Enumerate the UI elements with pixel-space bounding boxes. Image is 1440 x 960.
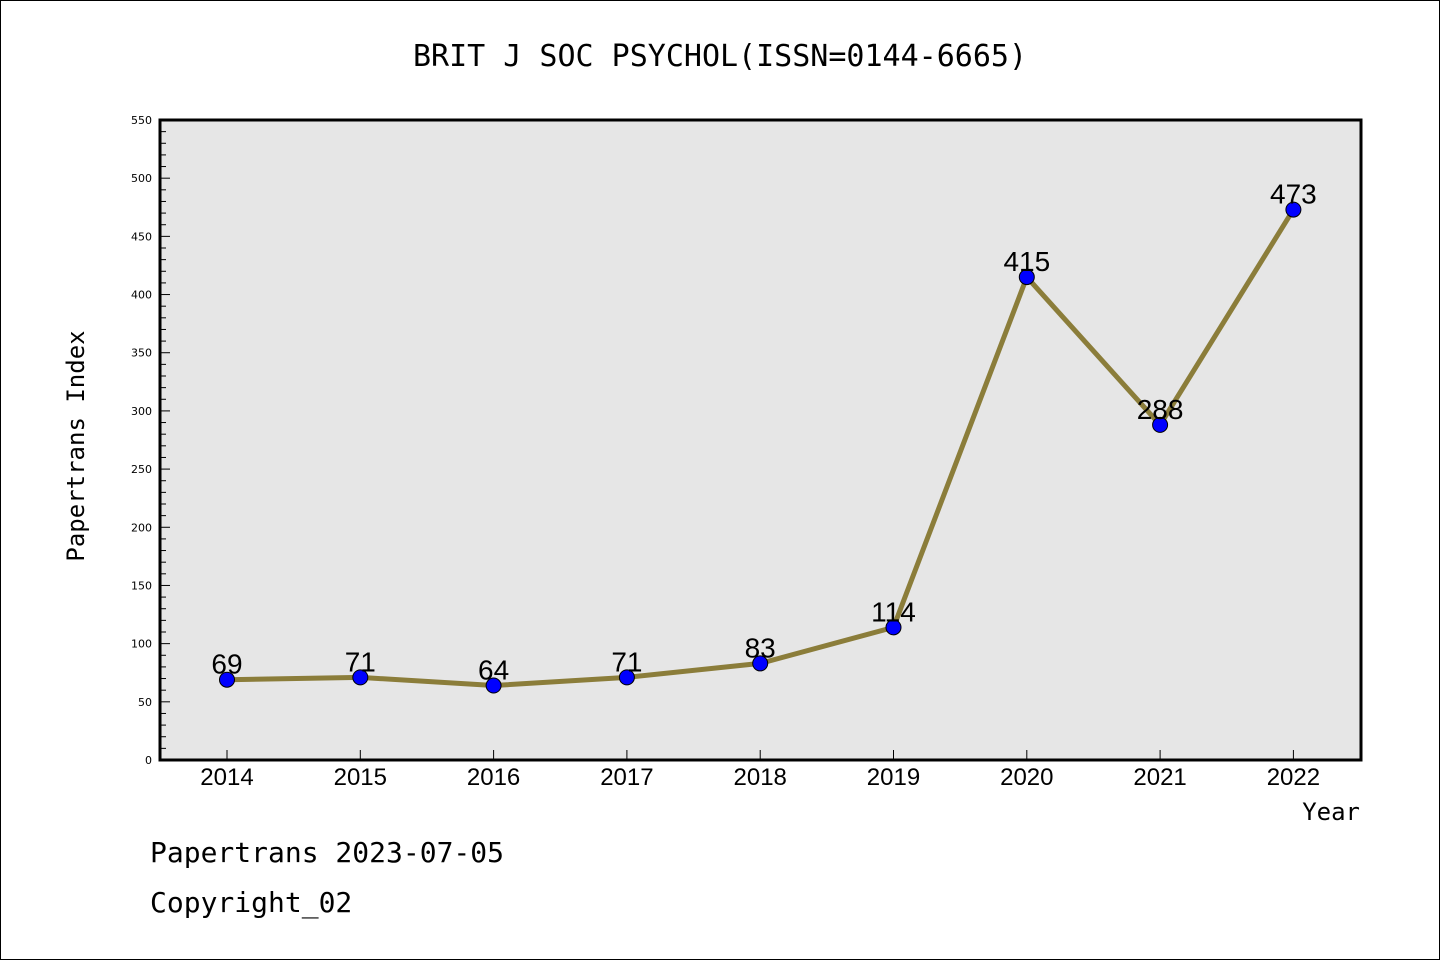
x-tick-label: 2021 xyxy=(1133,764,1186,791)
data-label: 415 xyxy=(1003,246,1050,277)
x-tick-label: 2022 xyxy=(1267,764,1320,791)
x-tick-label: 2015 xyxy=(334,764,387,791)
chart-title: BRIT J SOC PSYCHOL(ISSN=0144-6665) xyxy=(413,39,1027,74)
x-tick-label: 2017 xyxy=(600,764,653,791)
data-point xyxy=(752,655,769,672)
data-label: 64 xyxy=(478,655,509,686)
data-label: 71 xyxy=(345,646,376,677)
y-tick-label: 450 xyxy=(131,230,152,243)
y-tick-label: 400 xyxy=(131,289,152,302)
data-label: 83 xyxy=(745,632,776,663)
data-point xyxy=(1018,269,1035,286)
y-tick-label: 300 xyxy=(131,405,152,418)
data-point xyxy=(1285,201,1302,218)
x-tick-label: 2019 xyxy=(867,764,920,791)
data-point xyxy=(885,619,902,636)
data-label: 288 xyxy=(1137,394,1184,425)
y-tick-label: 350 xyxy=(131,347,152,360)
y-tick-label: 550 xyxy=(131,114,152,127)
data-point xyxy=(618,669,635,686)
x-axis-label: Year xyxy=(1302,798,1360,826)
y-axis-label: Papertrans Index xyxy=(62,330,90,561)
data-label: 114 xyxy=(871,596,916,627)
x-tick-label: 2020 xyxy=(1000,764,1053,791)
y-tick-label: 500 xyxy=(131,172,152,185)
y-tick-label: 50 xyxy=(138,696,152,709)
data-point xyxy=(219,671,235,688)
y-tick-label: 200 xyxy=(131,521,152,534)
series-layer: 69 71 64 71 83 114 415 288 473 xyxy=(211,179,1317,694)
data-label: 69 xyxy=(211,649,242,680)
y-tick-label: 250 xyxy=(131,463,152,476)
data-point xyxy=(485,677,502,694)
data-label: 473 xyxy=(1270,179,1317,210)
x-tick-label: 2016 xyxy=(467,764,520,791)
y-tick-label: 0 xyxy=(145,754,152,767)
data-point xyxy=(352,669,369,686)
y-tick-label: 100 xyxy=(131,638,152,651)
data-point xyxy=(1152,416,1169,433)
data-label: 71 xyxy=(611,646,642,677)
y-axis-ticks: 0 50 100 150 200 250 300 350 400 450 500 550 xyxy=(131,114,170,767)
x-tick-label: 2014 xyxy=(200,764,253,791)
y-tick-label: 150 xyxy=(131,579,152,592)
x-tick-label: 2018 xyxy=(734,764,787,791)
x-axis-ticks: 2014 2015 2016 2017 2018 2019 2020 2021 2022 xyxy=(200,750,1320,791)
plot-area xyxy=(158,118,1363,762)
footer-date-text: Papertrans 2023-07-05 xyxy=(150,836,505,869)
footer-copyright-text: Copyright_02 xyxy=(150,886,353,919)
